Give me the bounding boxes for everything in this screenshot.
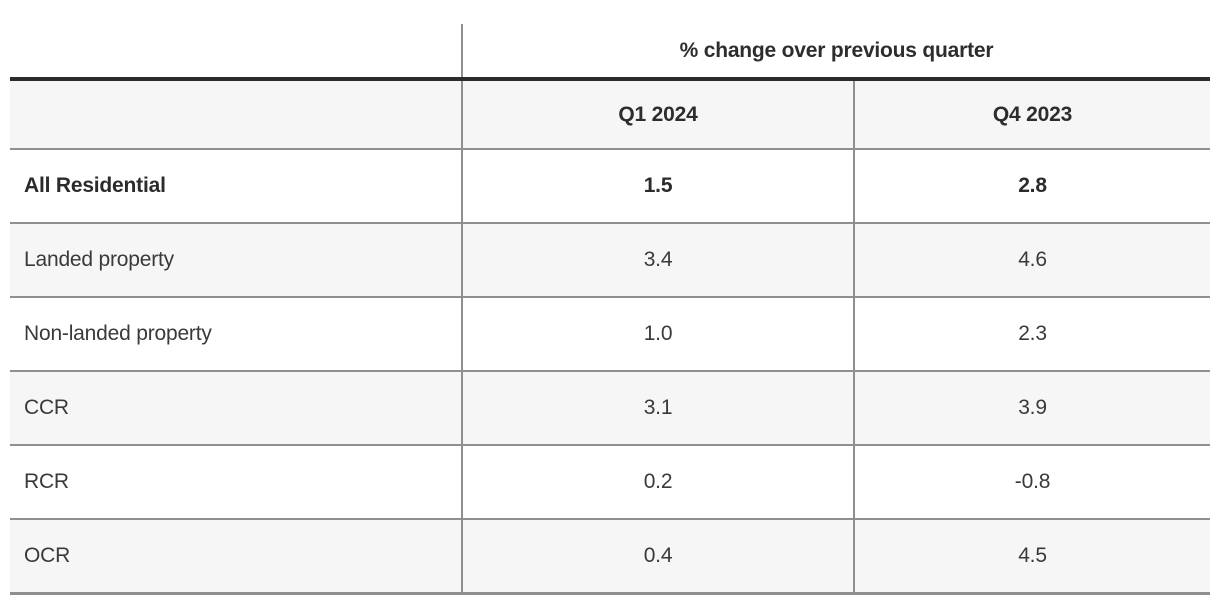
column-header-row: Q1 2024 Q4 2023 bbox=[10, 79, 1210, 150]
corner-cell bbox=[10, 79, 463, 150]
cell-value-q1: 0.4 bbox=[462, 519, 855, 595]
table-row-rcr: RCR 0.2 -0.8 bbox=[10, 445, 1210, 520]
cell-value-q4: -0.8 bbox=[854, 445, 1210, 520]
title-spacer-cell bbox=[10, 24, 463, 81]
table-row-non-landed-property: Non-landed property 1.0 2.3 bbox=[10, 297, 1210, 372]
table-row-ocr: OCR 0.4 4.5 bbox=[10, 519, 1210, 595]
row-label: RCR bbox=[10, 445, 463, 520]
cell-value-q4: 2.3 bbox=[854, 297, 1210, 372]
table-row-landed-property: Landed property 3.4 4.6 bbox=[10, 223, 1210, 298]
price-change-table-container: % change over previous quarter Q1 2024 Q… bbox=[10, 24, 1210, 595]
price-change-table: % change over previous quarter Q1 2024 Q… bbox=[10, 24, 1210, 595]
row-label: OCR bbox=[10, 519, 463, 595]
row-label: CCR bbox=[10, 371, 463, 446]
table-row-all-residential: All Residential 1.5 2.8 bbox=[10, 149, 1210, 224]
column-header-q4-2023: Q4 2023 bbox=[854, 79, 1210, 150]
cell-value-q1: 0.2 bbox=[462, 445, 855, 520]
cell-value-q4: 2.8 bbox=[854, 149, 1210, 224]
row-label: Landed property bbox=[10, 223, 463, 298]
cell-value-q4: 4.6 bbox=[854, 223, 1210, 298]
cell-value-q4: 4.5 bbox=[854, 519, 1210, 595]
table-row-ccr: CCR 3.1 3.9 bbox=[10, 371, 1210, 446]
cell-value-q1: 3.1 bbox=[462, 371, 855, 446]
table-title: % change over previous quarter bbox=[462, 24, 1210, 81]
row-label: All Residential bbox=[10, 149, 463, 224]
table-title-row: % change over previous quarter bbox=[10, 24, 1210, 81]
cell-value-q4: 3.9 bbox=[854, 371, 1210, 446]
column-header-q1-2024: Q1 2024 bbox=[462, 79, 855, 150]
cell-value-q1: 1.0 bbox=[462, 297, 855, 372]
cell-value-q1: 3.4 bbox=[462, 223, 855, 298]
row-label: Non-landed property bbox=[10, 297, 463, 372]
cell-value-q1: 1.5 bbox=[462, 149, 855, 224]
